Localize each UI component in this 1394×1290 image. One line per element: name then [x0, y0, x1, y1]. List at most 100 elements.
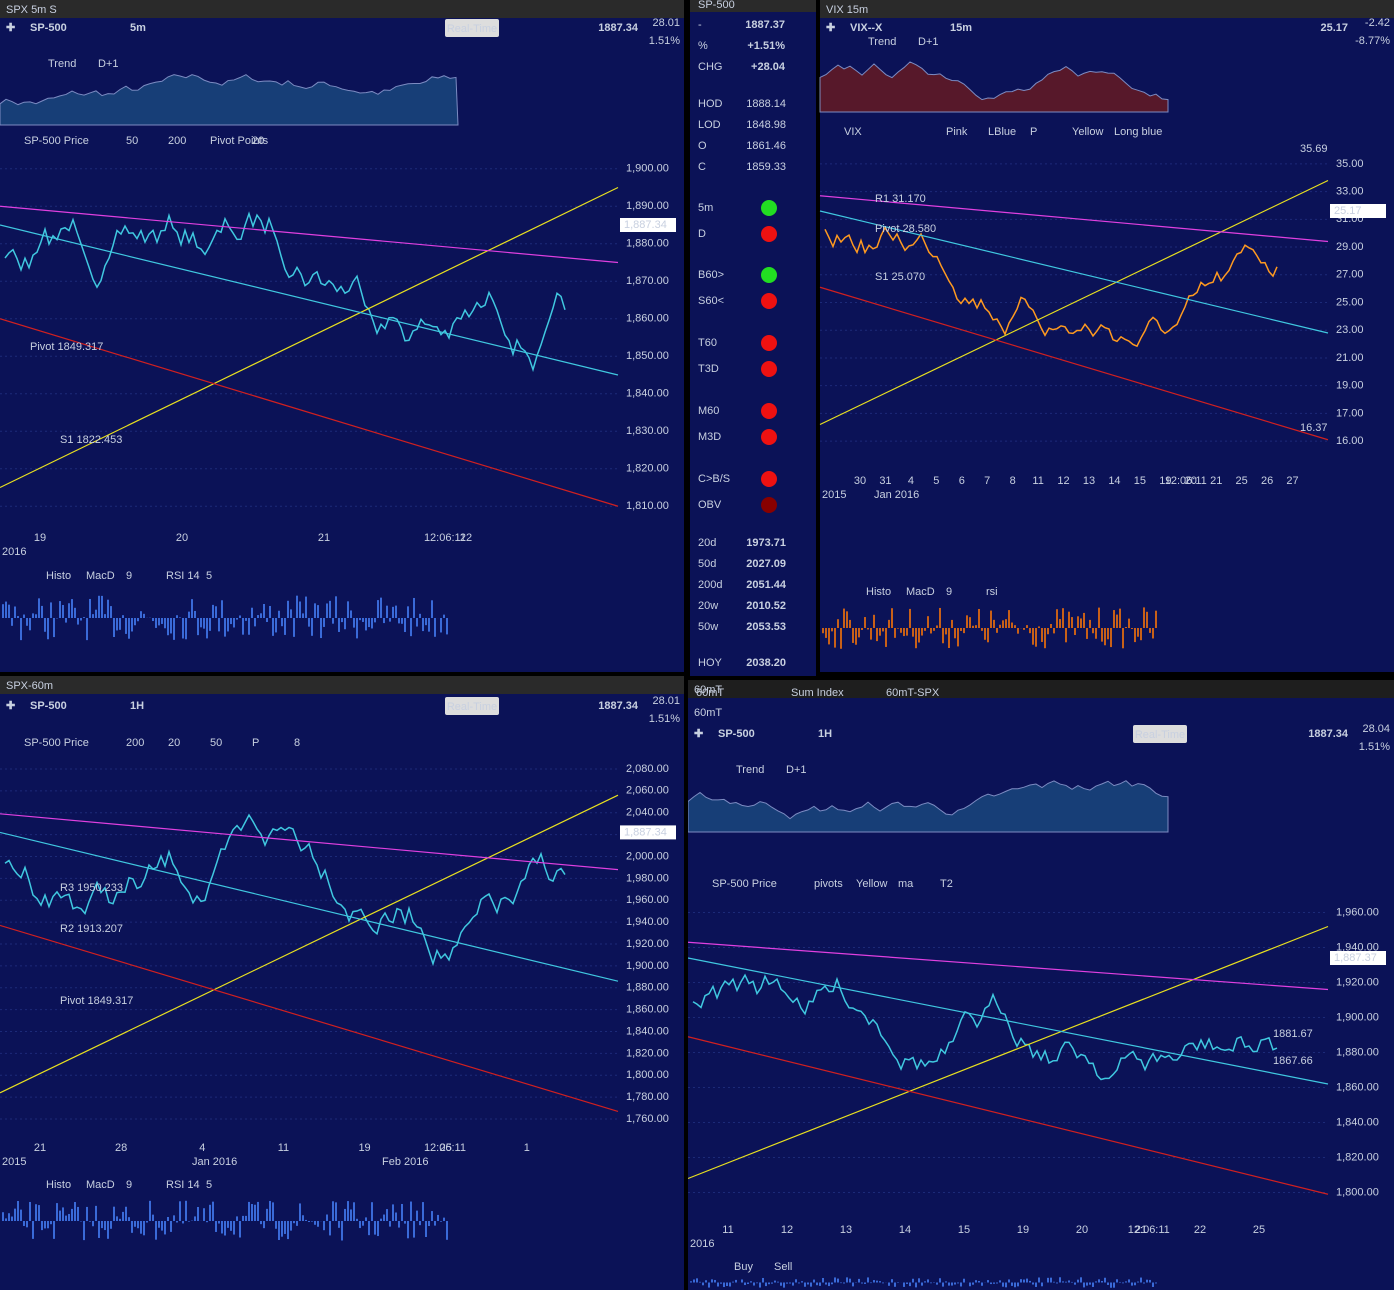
histo-bar — [404, 618, 406, 633]
price-legend: ma — [898, 878, 914, 890]
year-label: Jan 2016 — [192, 1156, 237, 1168]
interval: 15m — [950, 22, 972, 34]
histo-bar — [389, 1221, 391, 1227]
histo-bar — [83, 617, 85, 618]
histo-bar — [948, 628, 950, 649]
histo-bar — [1098, 1279, 1100, 1283]
histo-bar — [239, 1221, 241, 1238]
badge-box[interactable] — [445, 697, 499, 715]
histo-bar — [840, 1282, 842, 1284]
histo-bar — [957, 1282, 959, 1284]
histo-bar — [311, 618, 313, 636]
price-legend: 8 — [294, 737, 300, 749]
quote-label: CHG — [698, 61, 722, 73]
histo-bar — [1155, 1282, 1157, 1284]
histo-bar — [398, 618, 400, 624]
histo-bar — [350, 1209, 352, 1221]
trend-line — [0, 318, 619, 507]
histo-bar — [957, 628, 959, 647]
badge-box[interactable] — [1133, 725, 1187, 743]
histo-bar — [951, 619, 953, 628]
histo-bar — [699, 1281, 701, 1283]
x-tick-label: 14 — [1108, 475, 1120, 487]
tab[interactable]: 60mT-SPX — [886, 687, 940, 699]
badge-box[interactable] — [445, 19, 499, 37]
y-tick-label: 1,900.00 — [626, 163, 669, 175]
histo-bar — [374, 618, 376, 623]
y-tick-label: 33.00 — [1336, 185, 1364, 197]
x-tick-label: 11 — [1032, 475, 1043, 487]
histo-bar — [275, 618, 277, 633]
price-legend: Yellow — [856, 878, 887, 890]
histo-bar — [434, 618, 436, 637]
y-tick-label: 1,840.00 — [626, 388, 669, 400]
histo-bar — [870, 628, 872, 640]
level-label: 16.37 — [1300, 422, 1328, 434]
tab[interactable]: 60mT — [696, 687, 724, 699]
histo-bar — [876, 1280, 878, 1283]
histo-bar — [344, 1208, 346, 1221]
x-tick-label: 30 — [854, 475, 866, 487]
histo-bar — [206, 618, 208, 639]
panel-header — [0, 676, 684, 694]
year-label: 2016 — [690, 1238, 714, 1250]
x-tick-label: 26 — [1261, 475, 1273, 487]
histo-bar — [329, 600, 331, 618]
histo-bar — [254, 1204, 256, 1221]
add-icon: ✚ — [6, 700, 15, 712]
histo-bar — [29, 1201, 31, 1221]
histo-bar — [870, 1282, 872, 1284]
quote-header — [690, 0, 816, 12]
histo-bar — [359, 618, 361, 621]
histo-bar — [197, 618, 199, 636]
histo-bar — [981, 1282, 983, 1286]
histo-legend: RSI 14 — [166, 570, 200, 582]
level-label: S1 1822.453 — [60, 434, 122, 446]
year-label: 2016 — [2, 546, 26, 558]
y-tick-label: 1,900.00 — [626, 960, 669, 972]
histo-bar — [1032, 628, 1034, 645]
histo-bar — [389, 618, 391, 622]
y-tick-label: 1,850.00 — [626, 350, 669, 362]
trend-legend: D+1 — [786, 764, 807, 776]
average-label: 20d — [698, 537, 716, 549]
histo-bar — [92, 1221, 94, 1227]
histo-bar — [927, 1279, 929, 1283]
last-price-label: 1,887.37 — [1334, 952, 1377, 964]
histo-bar — [32, 1221, 34, 1239]
histo-legend: Sell — [774, 1261, 792, 1273]
histo-bar — [218, 618, 220, 632]
histo-bar — [71, 599, 73, 618]
price-legend: Long blue — [1114, 126, 1162, 138]
year-label: Jan 2016 — [874, 489, 919, 501]
histo-bar — [915, 628, 917, 649]
histo-bar — [284, 1221, 286, 1234]
histo-bar — [188, 1221, 190, 1222]
tab[interactable]: Sum Index — [791, 687, 844, 699]
y-tick-label: 35.00 — [1336, 158, 1364, 170]
histo-bar — [131, 618, 133, 632]
histo-bar — [1122, 1282, 1124, 1284]
trend-line — [0, 205, 619, 264]
level-label: S1 25.070 — [875, 271, 925, 283]
y-tick-label: 1,860.00 — [626, 313, 669, 325]
y-tick-label: 1,760.00 — [626, 1113, 669, 1125]
histo-bar — [95, 1205, 97, 1221]
histo-bar — [1095, 1281, 1097, 1283]
histo-bar — [975, 625, 977, 628]
histo-bar — [212, 1201, 214, 1221]
histo-bar — [1101, 1281, 1103, 1283]
histo-bar — [972, 625, 974, 628]
add-icon: ✚ — [826, 22, 835, 34]
histo-bar — [894, 1282, 896, 1287]
histo-bar — [53, 1221, 55, 1239]
histo-bar — [915, 1282, 917, 1288]
histo-legend: MacD — [86, 570, 115, 582]
x-tick-label: 31 — [879, 475, 891, 487]
histo-bar — [804, 1282, 806, 1287]
histo-bar — [1143, 1282, 1145, 1284]
last-price-label: 1,887.34 — [624, 826, 667, 838]
price-legend: Yellow — [1072, 126, 1103, 138]
histo-bar — [170, 618, 172, 634]
histo-bar — [335, 1202, 337, 1221]
